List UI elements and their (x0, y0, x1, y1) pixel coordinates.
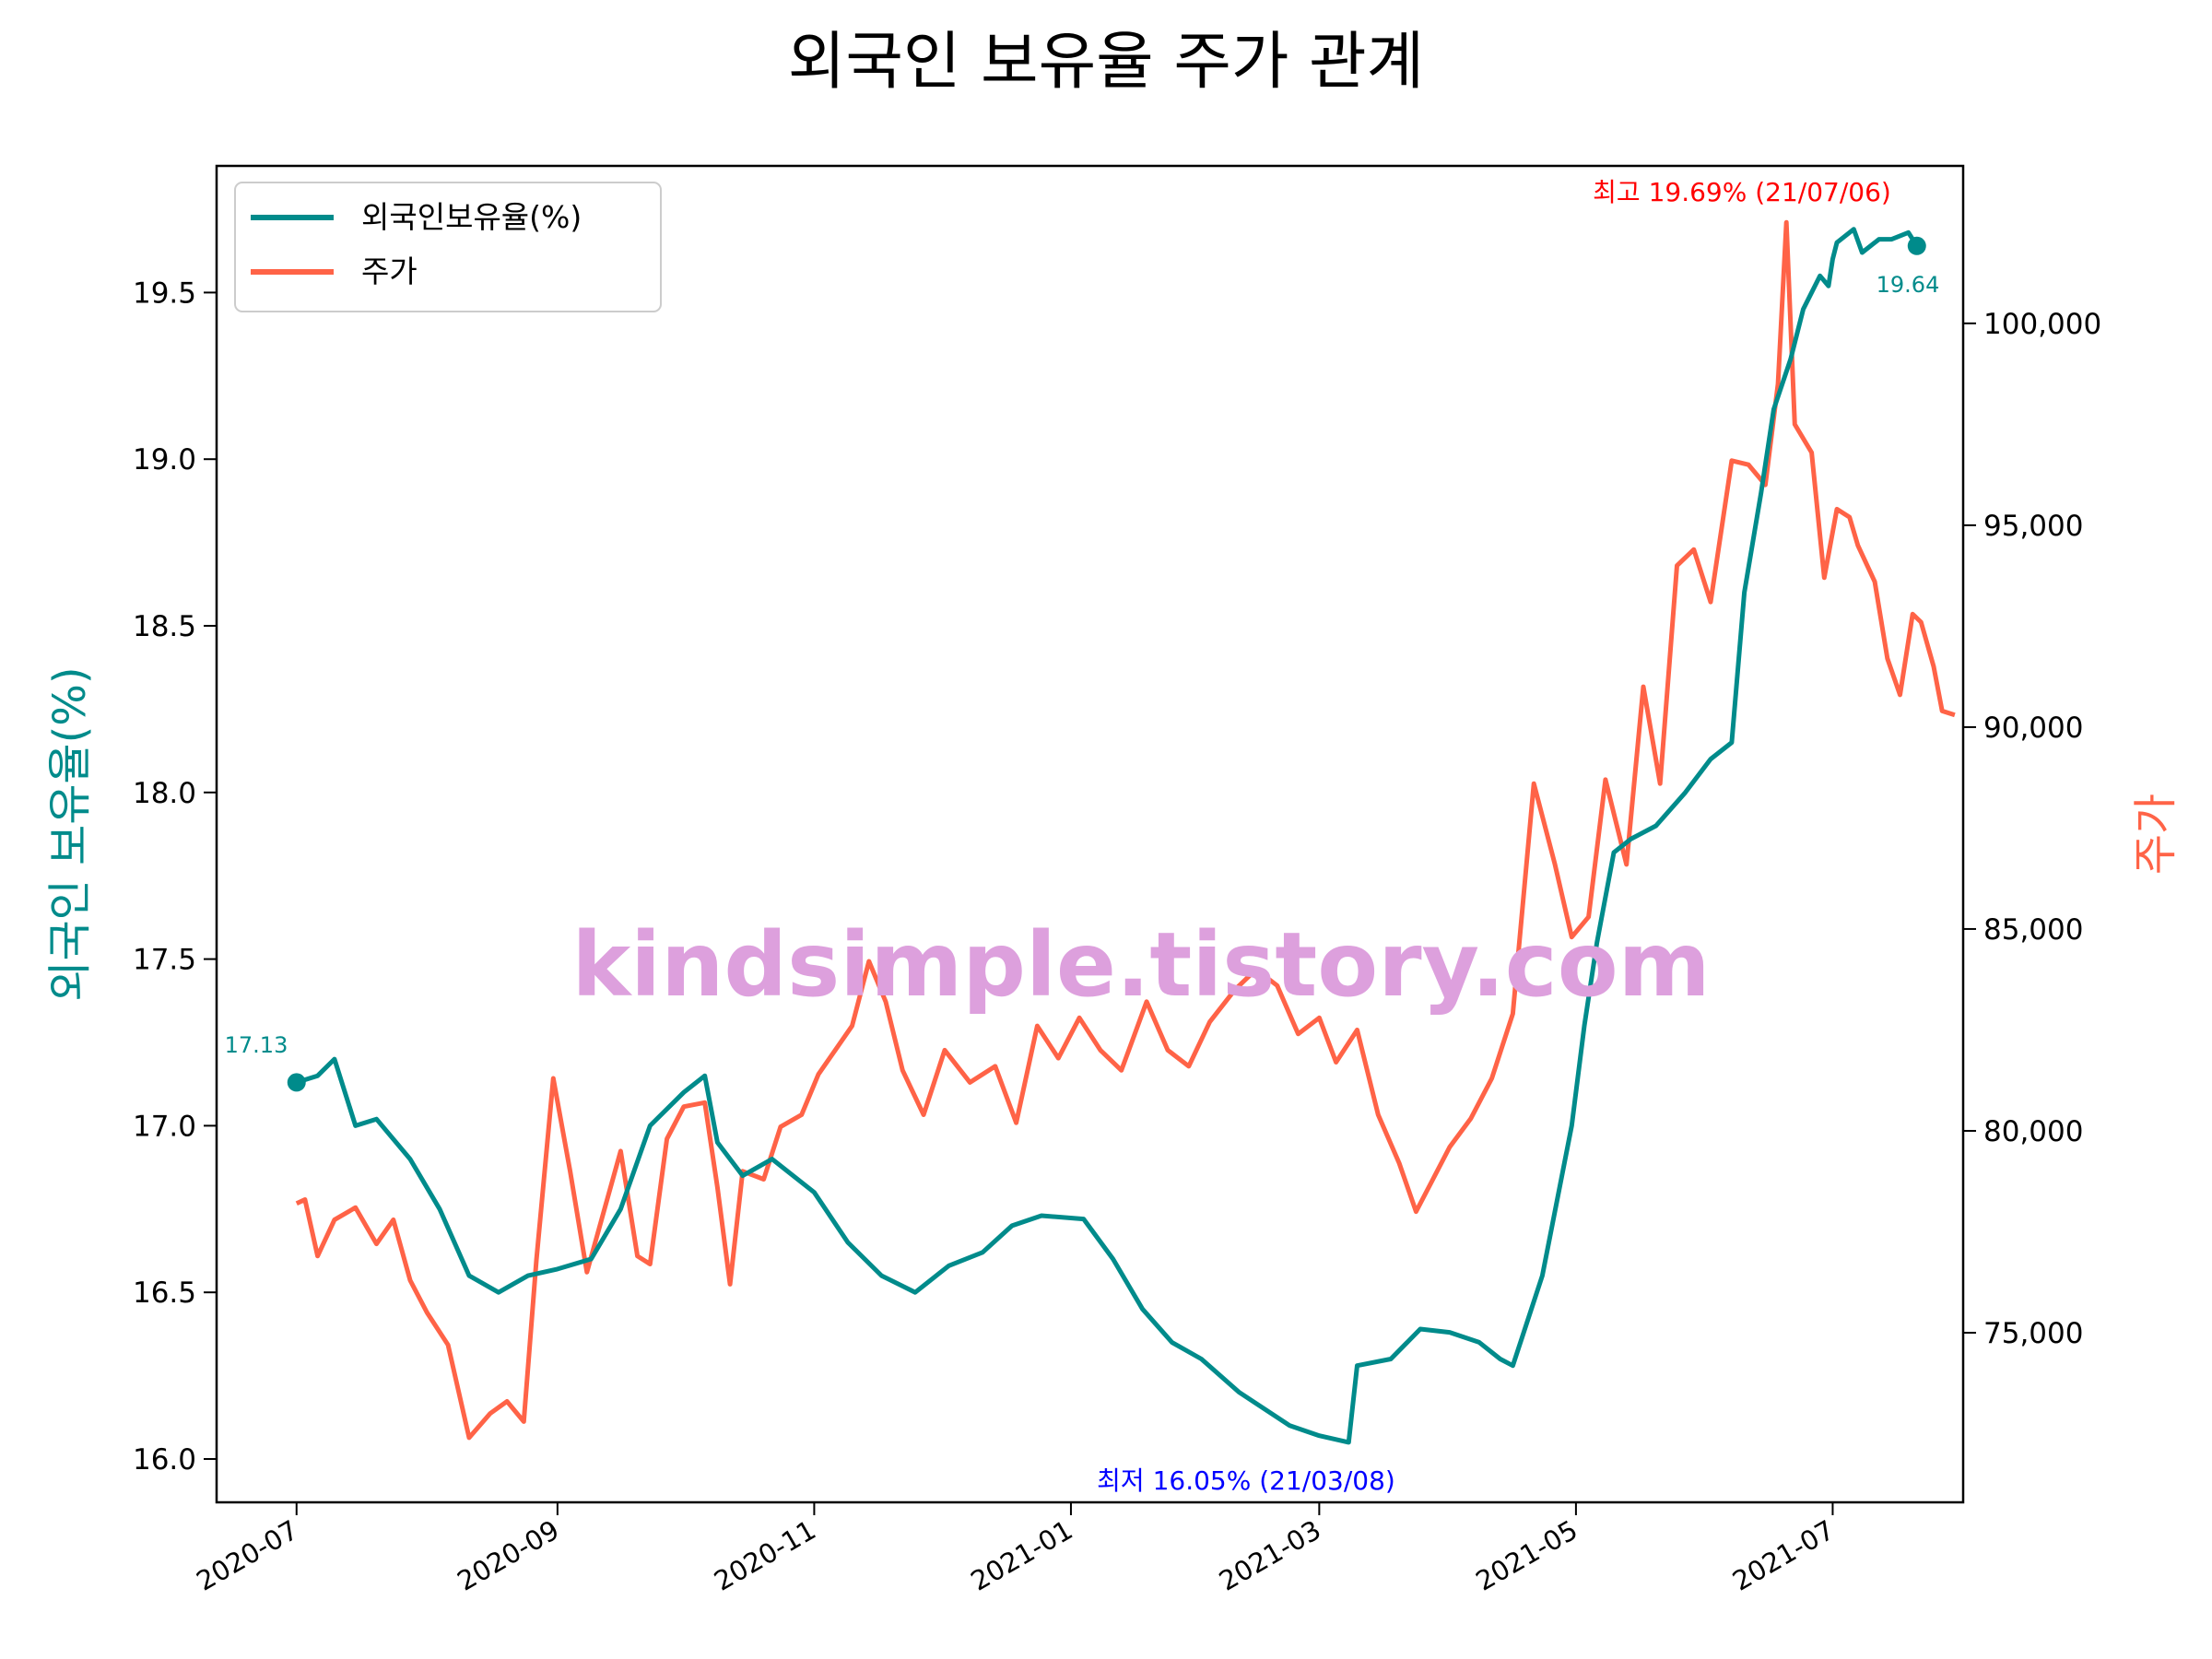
chart-title: 외국인 보유율 주가 관계 (788, 26, 1424, 99)
right-axis-label: 주가 (2130, 794, 2182, 875)
left-axis-label: 외국인 보유율(%) (44, 666, 96, 1001)
left-y-tick-label: 18.0 (133, 777, 196, 810)
min-annotation: 최저 16.05% (21/03/08) (1097, 1465, 1395, 1496)
left-y-tick-label: 19.5 (133, 276, 196, 310)
price-line (295, 219, 1956, 1441)
legend-label-price: 주가 (361, 253, 418, 289)
watermark: kindsimple.tistory.com (571, 913, 1710, 1017)
max-annotation: 최고 19.69% (21/07/06) (1593, 177, 1891, 207)
right-y-tick-label: 80,000 (1983, 1115, 2083, 1148)
start-point-marker (287, 1073, 306, 1092)
legend-box (234, 182, 662, 312)
plot-frame (215, 164, 1965, 1504)
right-y-tick-label: 75,000 (1983, 1317, 2083, 1350)
start-value-label: 17.13 (225, 1032, 288, 1058)
right-y-tick-label: 100,000 (1983, 308, 2101, 341)
left-y-tick-label: 16.0 (133, 1443, 196, 1477)
foreign-ratio-line (296, 227, 1919, 1445)
end-point-marker (1907, 236, 1926, 255)
left-y-tick-label: 18.5 (133, 610, 196, 643)
right-y-tick-label: 95,000 (1983, 510, 2083, 543)
legend-label-foreign: 외국인보유율(%) (361, 199, 582, 235)
marker-layer (287, 236, 1926, 1092)
left-y-tick-label: 16.5 (133, 1277, 196, 1310)
right-y-tick-label: 90,000 (1983, 712, 2083, 745)
left-y-tick-label: 17.5 (133, 944, 196, 977)
series-layer (295, 219, 1956, 1445)
left-y-tick-label: 19.0 (133, 443, 196, 477)
right-y-tick-label: 85,000 (1983, 913, 2083, 947)
left-y-tick-label: 17.0 (133, 1110, 196, 1143)
end-value-label: 19.64 (1877, 272, 1940, 298)
legend: 외국인보유율(%) 주가 (234, 182, 662, 312)
